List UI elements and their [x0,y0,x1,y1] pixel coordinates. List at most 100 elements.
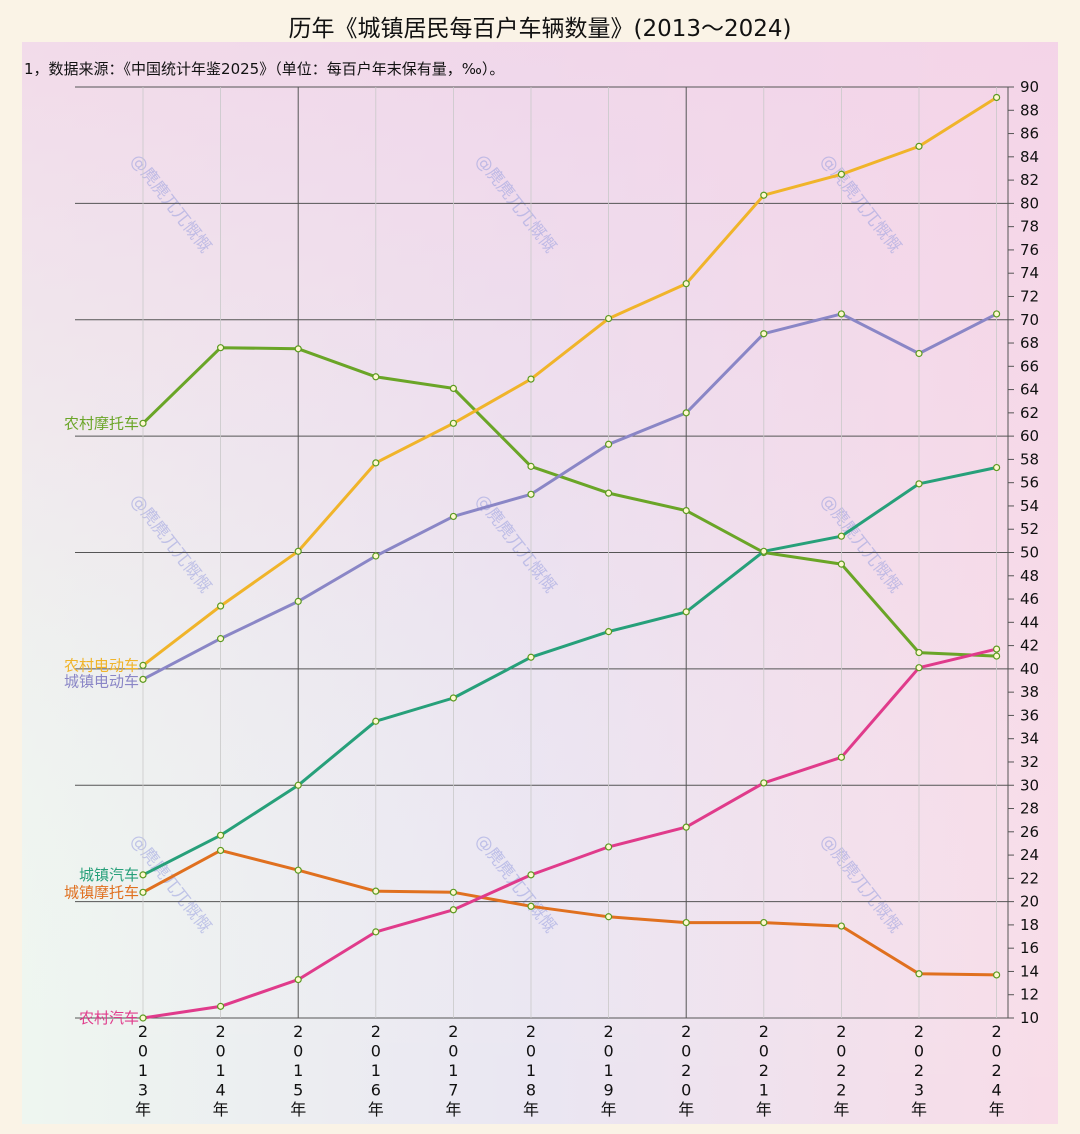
series-name-label: 农村摩托车 [64,414,139,432]
data-point [217,846,225,855]
data-point [527,902,535,910]
data-point [527,375,535,383]
data-point [294,975,302,984]
y-tick-label: 90 [1020,78,1039,96]
data-point [915,970,923,978]
y-tick-label: 70 [1020,311,1039,329]
data-point [915,480,923,488]
data-point [449,419,457,427]
data-point [372,928,380,936]
data-point [992,463,1001,472]
y-tick-label: 38 [1020,683,1039,701]
data-point [139,675,147,683]
series-name-label: 城镇摩托车 [64,883,139,901]
series-line [142,848,997,977]
data-point [837,532,846,540]
y-tick-label: 42 [1020,637,1039,655]
y-tick-label: 10 [1020,1009,1039,1027]
data-point [372,887,380,895]
data-point [139,871,147,879]
data-point [139,888,147,896]
data-point [217,1002,225,1010]
data-point [372,459,380,467]
data-point [372,552,380,560]
data-point [682,507,690,515]
data-point [449,384,457,393]
data-point [372,717,380,725]
data-point [449,694,457,702]
y-tick-label: 76 [1020,241,1039,259]
y-tick-label: 30 [1020,776,1039,794]
series-line [141,346,997,658]
data-point [837,922,846,930]
data-point [915,349,923,358]
data-point [449,906,457,914]
y-tick-label: 28 [1020,800,1039,818]
data-point [837,753,846,761]
data-point [837,560,846,568]
y-tick-label: 74 [1020,264,1039,282]
data-point [992,971,1001,979]
data-point [139,661,147,669]
x-axis-ticks: 2 0 1 3 年 2 0 1 4 年 2 0 1 5 年 2 0 1 6 年 2 0 1 7 年 2 0 1 8 年 2 0 1 9 年 2 0 2 0 年… [135,1022,1005,1119]
y-tick-label: 84 [1020,148,1039,166]
data-point [992,652,1001,660]
y-tick-label: 72 [1020,287,1039,305]
y-tick-label: 86 [1020,125,1039,143]
data-point [682,409,690,417]
y-tick-label: 54 [1020,497,1039,515]
series-name-label: 城镇电动车 [64,672,139,690]
y-tick-label: 78 [1020,218,1039,236]
data-point [992,310,1001,318]
data-point [139,1014,147,1022]
data-point [449,888,457,896]
y-tick-label: 20 [1020,893,1039,911]
y-tick-label: 82 [1020,171,1039,189]
y-tick-label: 18 [1020,916,1039,934]
data-point [604,314,613,323]
data-point [760,779,768,787]
y-tick-label: 46 [1020,590,1039,608]
series-line [142,647,997,1020]
y-tick-label: 34 [1020,730,1039,748]
data-point [139,419,147,427]
data-point [527,462,535,470]
series-line [142,96,998,667]
data-point [372,373,380,381]
data-point [682,608,690,616]
y-tick-label: 60 [1020,427,1039,445]
data-point [760,330,768,338]
y-tick-label: 68 [1020,334,1039,352]
y-tick-label: 14 [1020,962,1039,980]
y-axis-ticks: 10 12 14 16 18 20 22 24 26 28 30 32 34 36 38 40 42 44 46 48… [1008,78,1039,1027]
series-name-label: 城镇汽车 [79,866,139,884]
series-line [142,312,998,681]
data-point [992,645,1001,653]
data-point [527,871,535,879]
y-tick-label: 32 [1020,753,1039,771]
y-tick-label: 80 [1020,194,1039,212]
data-point [837,170,846,178]
y-tick-label: 40 [1020,660,1039,678]
y-tick-label: 52 [1020,520,1039,538]
data-point [760,547,768,555]
series-name-label: 农村电动车 [64,656,139,674]
series-name-label: 农村汽车 [79,1009,139,1027]
data-point [294,547,302,555]
data-point [217,831,225,839]
data-point [992,93,1001,102]
y-tick-label: 66 [1020,357,1039,375]
y-tick-label: 26 [1020,823,1039,841]
